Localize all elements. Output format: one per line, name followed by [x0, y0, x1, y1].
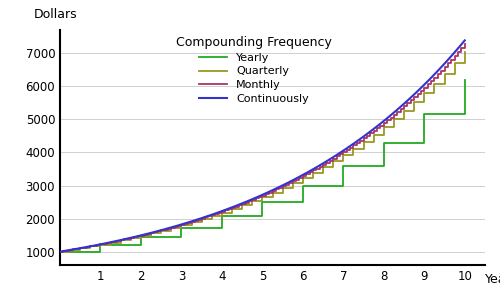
Yearly	[178, 226, 184, 229]
Line: Quarterly: Quarterly	[60, 52, 465, 252]
Quarterly	[462, 50, 468, 54]
Yearly	[260, 201, 266, 204]
Quarterly	[422, 92, 428, 95]
Yearly	[422, 112, 428, 116]
Yearly	[260, 214, 266, 218]
Yearly	[381, 164, 387, 168]
Monthly	[212, 213, 218, 217]
Line: Monthly: Monthly	[60, 44, 465, 252]
Monthly	[104, 242, 110, 246]
Continuously	[254, 195, 260, 199]
Yearly	[138, 243, 144, 247]
Quarterly	[360, 147, 366, 150]
Continuously	[78, 246, 84, 250]
Yearly	[219, 226, 225, 229]
Legend: Yearly, Quarterly, Monthly, Continuously: Yearly, Quarterly, Monthly, Continuously	[176, 36, 332, 104]
Y-axis label: Dollars: Dollars	[34, 8, 78, 21]
Quarterly	[391, 125, 397, 129]
Continuously	[450, 52, 456, 56]
Yearly	[340, 184, 346, 188]
Continuously	[243, 200, 249, 203]
Quarterly	[411, 109, 417, 113]
Yearly	[422, 141, 428, 144]
Yearly	[57, 250, 63, 253]
Quarterly	[57, 250, 63, 253]
Yearly	[138, 235, 144, 239]
Yearly	[300, 184, 306, 188]
Monthly	[384, 121, 390, 125]
Continuously	[462, 39, 468, 42]
Line: Yearly: Yearly	[60, 80, 465, 252]
Quarterly	[280, 186, 285, 190]
Monthly	[357, 141, 363, 145]
Continuously	[376, 123, 382, 127]
Yearly	[219, 214, 225, 218]
Yearly	[381, 141, 387, 144]
Yearly	[98, 243, 103, 247]
Quarterly	[310, 171, 316, 175]
Monthly	[57, 250, 63, 253]
Yearly	[178, 235, 184, 239]
Yearly	[340, 164, 346, 168]
Continuously	[450, 53, 456, 56]
Monthly	[462, 42, 468, 46]
Yearly	[462, 78, 468, 82]
Line: Continuously: Continuously	[60, 40, 465, 252]
Yearly	[462, 112, 468, 116]
X-axis label: Years: Years	[486, 273, 500, 286]
Yearly	[98, 250, 103, 253]
Continuously	[57, 250, 63, 253]
Monthly	[290, 181, 296, 185]
Monthly	[458, 50, 464, 54]
Yearly	[300, 201, 306, 204]
